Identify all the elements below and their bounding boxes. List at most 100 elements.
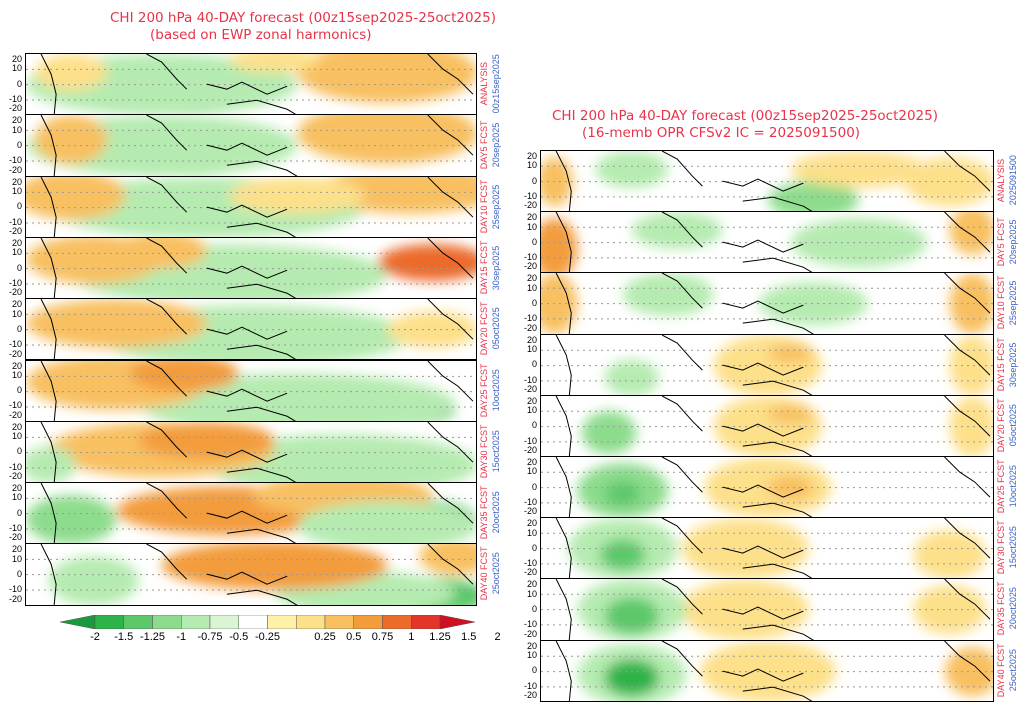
coastline [742,257,813,273]
colorbar-tick-label: -0.5 [229,631,249,643]
coastline [661,395,703,432]
coastline [722,423,804,437]
y-tick-label: -10 [523,435,537,446]
coastline [722,668,804,682]
y-tick-label: -20 [523,567,537,578]
y-tick-label: 20 [526,334,537,345]
panel-date: 15oct2025 [491,430,501,473]
colorbar-tick-label: -0.25 [254,631,281,643]
right-subtitle: (16-memb OPR CFSv2 IC = 2025091500) [582,125,861,141]
colorbar-swatch [353,615,383,629]
colorbar-swatch [94,615,124,629]
coastline [555,457,572,518]
right-map-panel-4 [540,333,994,396]
coastline [206,142,288,157]
panel-date: 20oct2025 [1008,587,1018,631]
colorbar-tick-label: -1.25 [139,631,166,643]
y-tick-label: -10 [8,523,22,534]
right-map-panel-2 [540,211,994,274]
y-tick-label: 10 [526,221,537,232]
left-map-panel-9 [25,543,477,606]
coastline [146,176,188,213]
y-tick-label: 0 [16,201,22,212]
right-map-panel-5 [540,394,994,457]
y-tick-label: 20 [526,395,537,406]
y-tick-label: 0 [16,446,22,457]
anomaly-region [378,244,476,281]
y-tick-label: 0 [531,604,537,614]
anomaly-region [581,411,637,454]
coastline [226,99,297,115]
coastline [146,54,188,90]
anomaly-region [206,434,476,483]
coastline [722,484,804,498]
y-tick-label: 10 [11,185,22,196]
coastline [661,212,703,248]
colorbar-swatch [324,615,354,629]
panel-date: 00z15sep2025 [491,54,501,114]
anomaly-region [229,54,320,73]
coastline [40,299,57,360]
anomaly-region [945,646,993,696]
colorbar-tick-label: -0.75 [197,631,223,643]
y-tick-label: -20 [8,471,22,482]
coastline [944,212,991,253]
y-tick-label: -10 [8,461,22,472]
coastline [661,151,703,187]
colorbar-swatch [382,615,412,629]
coastline [661,457,703,493]
y-tick-label: -10 [523,680,537,691]
coastline [661,640,703,677]
coastline [226,344,297,360]
coastline [944,579,991,620]
left-title: CHI 200 hPa 40-DAY forecast (00z15sep202… [110,10,497,26]
y-tick-label: 10 [526,282,537,293]
anomaly-region [541,157,573,207]
coastline [555,334,572,395]
panel-lead: DAY40 FCST [996,643,1006,698]
y-tick-label: 0 [531,236,537,247]
coastline [40,115,57,176]
colorbar-tick-label: 0.75 [371,631,394,643]
coastline [944,273,991,314]
colorbar-tick-label: 0.25 [314,631,336,643]
coastline [944,457,991,498]
coastline [427,54,474,95]
colorbar-swatch [238,615,268,629]
y-tick-label: -10 [523,190,537,201]
panel-lead: DAY25 FCST [996,459,1006,514]
colorbar-tick-label: 2 [494,631,501,643]
colorbar-swatch [439,615,476,629]
colorbar [60,615,476,629]
panel-lead: DAY30 FCST [479,424,489,479]
anomaly-region [26,299,207,349]
anomaly-region [604,658,660,696]
coastline [427,115,474,156]
coastline [427,237,474,279]
coastline [944,334,991,376]
y-tick-label: 0 [16,262,22,273]
y-tick-label: 20 [526,151,537,161]
y-tick-label: -10 [523,313,537,324]
panel-date: 20sep2025 [1008,219,1018,265]
coastline [226,283,297,299]
y-tick-label: -20 [8,164,22,175]
panel-date: 25oct2025 [1008,649,1018,692]
y-tick-label: -20 [523,261,537,272]
right-title: CHI 200 hPa 40-DAY forecast (00z15sep202… [552,108,939,124]
panel-lead: DAY25 FCST [479,363,489,418]
anomaly-region [387,311,476,349]
left-subtitle: (based on EWP zonal harmonics) [150,27,372,43]
right-map-panel-7 [540,517,994,580]
coastline [206,204,288,218]
left-map-panel-8 [25,482,477,545]
y-tick-label: 10 [526,343,537,354]
y-tick-label: -10 [8,93,22,104]
coastline [226,222,297,237]
y-tick-label: -20 [8,287,22,298]
y-tick-label: -20 [523,383,537,394]
panel-lead: DAY10 FCST [479,179,489,234]
anomaly-region [129,360,239,392]
left-map-panel-4 [25,236,477,300]
y-tick-label: -10 [8,339,22,350]
